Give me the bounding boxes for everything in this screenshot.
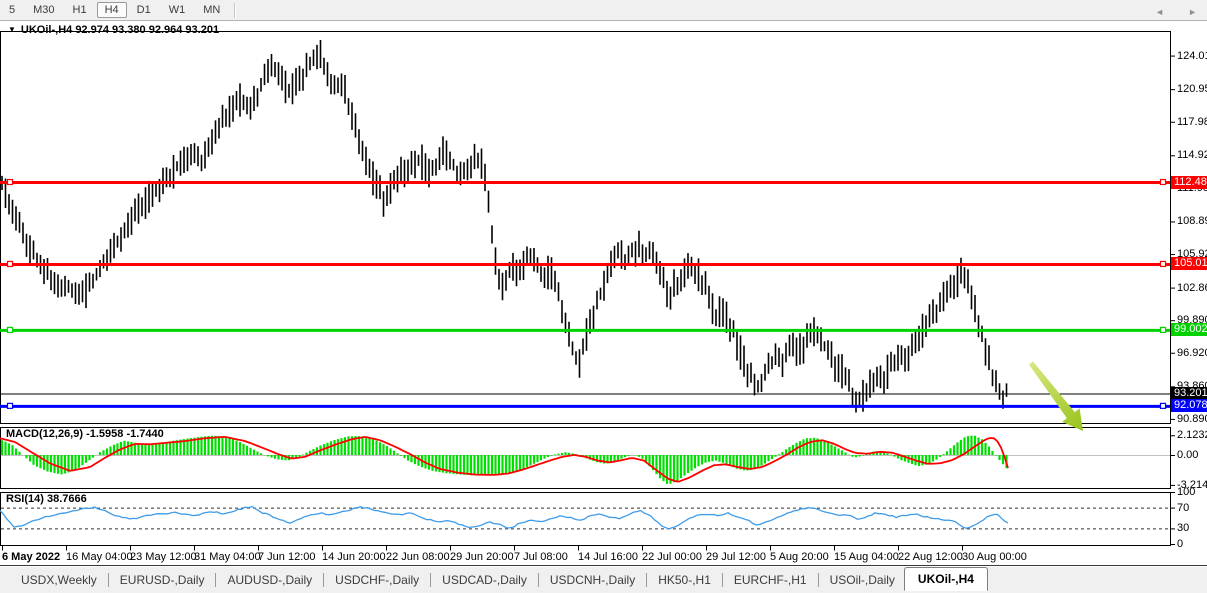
macd-histogram: [0, 435, 1008, 484]
price-level-label-99.002: 99.002: [1171, 323, 1207, 337]
date-tick-label: 14 Jul 16:00: [578, 551, 638, 563]
level-handle-105.015[interactable]: [1159, 260, 1167, 268]
rsi-tick-label: 0: [1177, 538, 1184, 550]
macd-tick-label: -3.2148: [1177, 478, 1207, 491]
chart-title-text: UKOil-,H4 92.974 93.380 92.964 93.201: [20, 24, 220, 36]
price-level-label-105.015: 105.015: [1171, 257, 1207, 271]
toolbar-separator: [234, 2, 237, 18]
tab-separator: [215, 573, 217, 587]
date-tick-label: 7 Jul 08:00: [514, 551, 568, 563]
tab-separator: [646, 573, 648, 587]
macd-panel-border: [0, 427, 1171, 489]
price-tick-label: 102.860: [1177, 281, 1207, 294]
tab-separator: [721, 573, 723, 587]
date-tick-label: 14 Jun 20:00: [322, 551, 386, 563]
date-tick-label: 7 Jun 12:00: [258, 551, 316, 563]
macd-indicator-label: MACD(12,26,9) -1.5958 -1.7440: [6, 428, 164, 440]
timeframe-button-H4[interactable]: H4: [96, 2, 127, 18]
sell-direction-arrow[interactable]: [1029, 361, 1083, 432]
date-tick-label: 16 May 04:00: [66, 551, 133, 563]
tab-separator: [323, 573, 325, 587]
date-tick-label: 15 Aug 04:00: [834, 551, 899, 563]
price-level-label-93.201: 93.201: [1171, 387, 1207, 401]
tab-scroll-left-icon[interactable]: ◄: [1155, 7, 1165, 17]
macd-tick-label: 2.1232: [1177, 429, 1207, 442]
chart-tab-USDCNH-Daily[interactable]: USDCNH-,Daily: [549, 573, 636, 587]
rsi-line: [0, 505, 1009, 530]
price-tick-label: 96.920: [1177, 346, 1207, 359]
tab-separator: [537, 573, 539, 587]
date-tick-label: 30 Aug 00:00: [962, 551, 1027, 563]
chart-tab-EURUSD-Daily[interactable]: EURUSD-,Daily: [119, 573, 205, 587]
price-tick-label: 117.980: [1177, 115, 1207, 128]
timeframe-button-MN[interactable]: MN: [203, 4, 221, 16]
price-tick-label: 120.950: [1177, 83, 1207, 96]
date-tick-label: 29 Jul 12:00: [706, 551, 766, 563]
date-tick-label: 22 Aug 12:00: [898, 551, 963, 563]
chart-tab-USDX-Weekly[interactable]: USDX,Weekly: [21, 573, 97, 587]
chart-tab-USDCAD-Daily[interactable]: USDCAD-,Daily: [442, 573, 527, 587]
tab-separator: [430, 573, 432, 587]
date-tick-label: 5 Aug 20:00: [770, 551, 829, 563]
chart-tab-USOil-Daily[interactable]: USOil-,Daily: [829, 573, 895, 587]
price-tick-label: 108.890: [1177, 215, 1207, 228]
price-level-label-112.486: 112.486: [1171, 175, 1207, 189]
level-handle-105.015[interactable]: [6, 260, 14, 268]
timeframe-button-D1[interactable]: D1: [136, 4, 151, 16]
price-level-label-92.078: 92.078: [1171, 399, 1207, 413]
date-tick-label: 31 May 04:00: [194, 551, 261, 563]
level-handle-92.078[interactable]: [6, 402, 14, 409]
price-tick-label: 114.920: [1177, 149, 1207, 162]
level-handle-112.486[interactable]: [6, 178, 14, 186]
horizontal-level-lines[interactable]: [0, 178, 1170, 409]
rsi-panel-border: [0, 492, 1171, 546]
date-tick-label: 29 Jun 20:00: [450, 551, 514, 563]
chart-tab-EURCHF-H1[interactable]: EURCHF-,H1: [733, 573, 807, 587]
timeframe-button-M30[interactable]: M30: [33, 4, 55, 16]
chart-tab-AUDUSD-Daily[interactable]: AUDUSD-,Daily: [227, 573, 313, 587]
rsi-tick-label: 100: [1177, 486, 1196, 498]
timeframe-toolbar: 5 M30 H1 H4 D1 W1 MN: [0, 0, 1207, 21]
level-handle-99.002[interactable]: [6, 326, 14, 334]
chart-tab-HK50-H1[interactable]: HK50-,H1: [658, 573, 711, 587]
tab-scroll-arrows: ◄ ►: [1155, 7, 1197, 17]
level-handle-99.002[interactable]: [1159, 326, 1167, 334]
price-tick-label: 90.890: [1177, 412, 1207, 425]
tab-scroll-right-icon[interactable]: ►: [1188, 7, 1197, 17]
date-tick-label: 22 Jul 00:00: [642, 551, 702, 563]
price-tick-label: 105.920: [1177, 248, 1207, 261]
chart-tab-UKOil-H4[interactable]: UKOil-,H4: [903, 566, 988, 591]
rsi-tick-label: 70: [1177, 501, 1190, 514]
tab-separator: [817, 573, 819, 587]
macd-tick-label: 0.00: [1177, 449, 1199, 461]
rsi-indicator-label: RSI(14) 38.7666: [6, 493, 87, 505]
macd-signal-line: [0, 435, 1009, 483]
timeframe-button-5[interactable]: 5: [9, 4, 16, 16]
price-bars-series: [1, 40, 1008, 413]
date-tick-label: 22 Jun 08:00: [386, 551, 450, 563]
tab-separator: [107, 573, 109, 587]
timeframe-button-W1[interactable]: W1: [168, 4, 186, 16]
date-tick-label: 6 May 2022: [2, 551, 61, 563]
level-handle-112.486[interactable]: [1159, 178, 1167, 186]
rsi-tick-label: 30: [1177, 522, 1190, 535]
chevron-down-icon[interactable]: ▼: [8, 25, 16, 34]
main-panel-border: [0, 31, 1171, 424]
chart-title: ▼ UKOil-,H4 92.974 93.380 92.964 93.201: [8, 24, 219, 36]
chart-tab-USDCHF-Daily[interactable]: USDCHF-,Daily: [335, 573, 420, 587]
price-tick-label: 99.890: [1177, 314, 1207, 327]
level-handle-92.078[interactable]: [1159, 402, 1167, 409]
price-tick-label: 124.010: [1177, 49, 1207, 62]
date-tick-label: 23 May 12:00: [130, 551, 197, 563]
chart-tabs-bar: USDX,Weekly EURUSD-,Daily AUDUSD-,Daily USD…: [0, 566, 1207, 593]
timeframe-button-H1[interactable]: H1: [72, 4, 87, 16]
